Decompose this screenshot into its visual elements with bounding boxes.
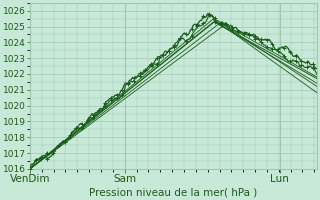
- X-axis label: Pression niveau de la mer( hPa ): Pression niveau de la mer( hPa ): [90, 187, 258, 197]
